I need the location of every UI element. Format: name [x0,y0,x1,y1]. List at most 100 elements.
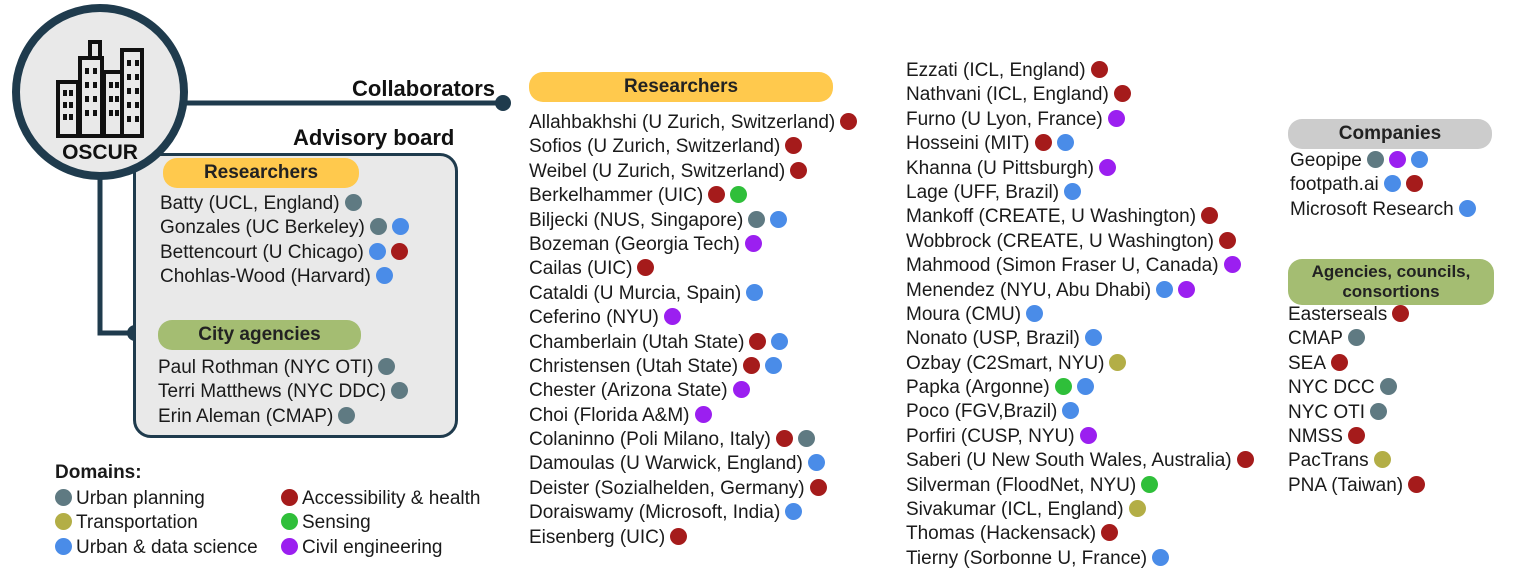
list-item: Porfiri (CUSP, NYU) [906,425,1254,449]
domain-dot-civil-engineering [1223,256,1241,274]
list-item: Cailas (UIC) [529,257,857,281]
domain-dot-transportation [1109,353,1127,371]
domain-dot-urban-data-science [1026,304,1044,322]
domain-dot-civil-engineering [1107,109,1125,127]
list-item: Wobbrock (CREATE, U Washington) [906,230,1254,254]
city-agencies-pill: City agencies [158,320,361,350]
entry-name: Colaninno (Poli Milano, Italy) [529,429,771,451]
legend-dot [281,513,298,530]
entry-name: Porfiri (CUSP, NYU) [906,425,1075,447]
advisory-researchers-list: Batty (UCL, England) Gonzales (UC Berkele… [160,192,409,290]
advisory-researchers-pill: Researchers [163,158,359,188]
entry-name: Eisenberg (UIC) [529,526,666,548]
entry-name: Lage (UFF, Brazil) [906,181,1060,203]
domain-dot-urban-data-science [1458,199,1476,217]
entry-name: Easterseals [1288,304,1388,325]
companies-list: Geopipe footpath.ai Microsoft Research [1290,149,1476,222]
domain-dot-accessibility-health [840,113,858,130]
list-item: Mankoff (CREATE, U Washington) [906,205,1254,229]
city-agencies-list: Paul Rothman (NYC OTI) Terri Matthews (NY… [158,356,409,429]
list-item: NYC DCC [1288,376,1425,400]
list-item: Colaninno (Poli Milano, Italy) [529,428,857,452]
entry-name: Christensen (Utah State) [529,355,739,377]
domain-dot-civil-engineering [663,308,681,326]
domain-dot-urban-data-science [1084,329,1102,347]
domain-dot-urban-planning [391,382,409,400]
domain-dot-urban-planning [344,194,362,211]
domain-dot-urban-planning [797,430,815,448]
collaborators-connector-end [495,95,511,111]
entry-name: PNA (Taiwan) [1288,474,1404,496]
domain-dot-civil-engineering [732,381,750,399]
entry-name: Sofios (U Zurich, Switzerland) [529,136,781,158]
entry-name: footpath.ai [1290,174,1379,196]
legend-dot [55,513,72,530]
domain-dot-accessibility-health [749,332,767,350]
collaborators-title: Collaborators [352,76,496,101]
legend-item-accessibility-health: Accessibility & health [281,488,480,510]
domain-dot-accessibility-health [1408,475,1426,493]
domain-dot-urban-data-science [1076,378,1094,396]
entry-name: Tierny (Sorbonne U, France) [906,547,1148,569]
entry-name: Saberi (U New South Wales, Australia) [906,450,1232,472]
list-item: Biljecki (NUS, Singapore) [529,209,857,233]
domain-dot-accessibility-health [743,356,761,374]
entry-name: Geopipe [1290,150,1362,171]
legend-dot [55,489,72,506]
domain-dot-urban-planning [378,358,396,375]
entry-name: Allahbakhshi (U Zurich, Switzerland) [529,112,836,133]
list-item: Khanna (U Pittsburgh) [906,157,1254,181]
list-item: Papka (Argonne) [906,376,1254,400]
entry-name: Chohlas-Wood (Harvard) [160,266,371,288]
domain-dot-civil-engineering [1099,158,1116,176]
list-item: Cataldi (U Murcia, Spain) [529,282,857,306]
agencies-councils-pill: Agencies, councils, consortions [1288,259,1494,305]
domain-dot-accessibility-health [1034,134,1052,152]
collab-researchers-column-2: Ezzati (ICL, England) Nathvani (ICL, Engl… [906,59,1254,571]
domain-dot-accessibility-health [1201,207,1219,225]
entry-name: Mahmood (Simon Fraser U, Canada) [906,255,1219,277]
entry-name: NMSS [1288,425,1343,447]
domain-dot-transportation [1373,451,1391,469]
entry-name: Nathvani (ICL, England) [906,84,1109,106]
list-item: Poco (FGV,Brazil) [906,400,1254,424]
domain-dot-sensing [1141,475,1159,493]
domain-dot-urban-data-science [391,218,409,236]
domain-dot-urban-planning [338,406,356,424]
domain-dot-urban-planning [369,218,387,236]
domain-dot-urban-data-science [770,210,788,228]
list-item: Choi (Florida A&M) [529,404,857,428]
list-item: Tierny (Sorbonne U, France) [906,547,1254,571]
list-item: Lage (UFF, Brazil) [906,181,1254,205]
legend-item-urban-planning: Urban planning [55,488,205,510]
list-item: Chohlas-Wood (Harvard) [160,265,409,289]
domain-dot-accessibility-health [1101,524,1119,542]
entry-name: Poco (FGV,Brazil) [906,401,1058,423]
entry-name: Damoulas (U Warwick, England) [529,453,803,475]
domain-dot-sensing [730,186,748,204]
entry-name: Doraiswamy (Microsoft, India) [529,502,781,524]
list-item: Batty (UCL, England) [160,192,409,216]
list-item: Damoulas (U Warwick, England) [529,452,857,476]
domain-dot-accessibility-health [390,242,408,260]
entry-name: Choi (Florida A&M) [529,404,690,426]
domain-dot-civil-engineering [1079,426,1097,444]
entry-name: Chamberlain (Utah State) [529,331,745,353]
domain-dot-civil-engineering [744,234,762,252]
list-item: Easterseals [1288,303,1425,327]
list-item: Silverman (FloodNet, NYU) [906,474,1254,498]
list-item: Chamberlain (Utah State) [529,331,857,355]
entry-name: Furno (U Lyon, France) [906,108,1103,130]
legend-dot [281,489,298,506]
list-item: SEA [1288,352,1425,376]
legend-label: Accessibility & health [302,488,481,509]
domain-dot-urban-planning [748,210,766,228]
domain-dot-urban-data-science [1062,402,1080,420]
entry-name: SEA [1288,352,1327,374]
list-item: PNA (Taiwan) [1288,474,1426,498]
entry-name: Berkelhammer (UIC) [529,185,704,207]
entry-name: Mankoff (CREATE, U Washington) [906,206,1197,228]
entry-name: Moura (CMU) [906,303,1022,325]
domain-dot-accessibility-health [1405,175,1423,193]
entry-name: CMAP [1288,328,1343,350]
